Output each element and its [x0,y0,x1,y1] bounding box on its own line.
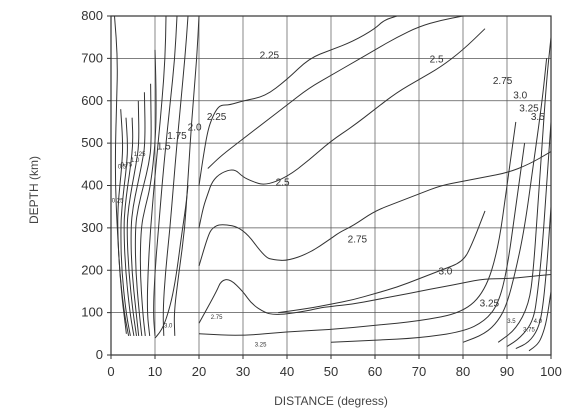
y-tick-label: 0 [96,347,103,362]
contour-lines [114,15,552,352]
contour-label: 0.25 [112,198,124,204]
contour-line [173,15,200,336]
contour-label: 2.75 [211,315,223,321]
x-tick-label: 100 [540,364,562,379]
contour-label: 3.0 [513,91,527,102]
contour-label: 2.75 [348,235,368,246]
contour-label: 2.75 [493,76,513,87]
contour-label: 3.0 [164,323,173,329]
contour-line [330,143,526,343]
contour-label: 0.75 [121,162,133,168]
contour-label: 0.5 [118,165,127,171]
contour-line [198,151,552,267]
contour-line [462,58,548,343]
x-axis-title: DISTANCE (degress) [274,394,388,408]
contour-line [207,15,464,169]
contour-line [130,92,146,336]
x-tick-label: 50 [324,364,338,379]
contour-label: 3.75 [523,328,535,334]
contour-label: 3.5 [531,112,545,123]
contour-labels: 2.25 2.52.753.03.253.52.252.01.751.51.251… [112,50,545,348]
contour-label: 1.75 [167,131,187,142]
contour-line [528,291,552,352]
y-tick-label: 600 [81,93,103,108]
contour-line [162,15,189,336]
contour-line [123,117,135,336]
contour-line [134,83,152,336]
x-tick-label: 90 [500,364,514,379]
y-axis-ticks: 0 100 200 300 400 500 600 700 800 [81,8,111,362]
contour-line [154,185,189,339]
contour-label: 3.25 [519,103,539,114]
contour-label: 2.5 [276,178,290,189]
x-tick-label: 40 [280,364,294,379]
contour-label: 2.25 [207,112,227,123]
y-tick-label: 200 [81,262,103,277]
y-tick-label: 100 [81,305,103,320]
contour-line [117,109,130,336]
contour-line [198,28,486,229]
y-tick-label: 300 [81,220,103,235]
contour-line [198,274,552,324]
x-tick-label: 60 [368,364,382,379]
contour-label: 2.0 [188,122,202,133]
contour-label: 2.25 [260,50,280,61]
contour-label: 2.5 [430,55,444,66]
contour-line [497,37,552,343]
x-tick-label: 20 [192,364,206,379]
contour-label: 3.25 [480,298,500,309]
contour-line [153,15,178,336]
contour-line [126,100,140,336]
x-tick-label: 10 [148,364,162,379]
y-axis-title: DEPTH (km) [27,156,41,224]
y-tick-label: 700 [81,50,103,65]
x-axis-ticks: 0 10 20 30 40 50 60 70 80 90 100 [107,355,562,379]
contour-line [120,117,131,336]
x-tick-label: 0 [107,364,114,379]
contour-line [506,121,552,347]
contour-line [139,49,157,336]
contour-line [198,121,517,336]
y-tick-label: 500 [81,135,103,150]
y-tick-label: 800 [81,8,103,23]
contour-line [278,210,486,314]
contour-label: 1.25 [134,152,146,158]
x-tick-label: 80 [456,364,470,379]
x-tick-label: 30 [236,364,250,379]
contour-label: 1.5 [157,141,171,152]
contour-label: 4.0 [534,319,543,325]
contour-line [198,15,398,186]
contour-label: 3.0 [438,266,452,277]
contour-label: 3.25 [255,343,267,349]
y-tick-label: 400 [81,178,103,193]
contour-line [146,15,167,336]
x-tick-label: 70 [412,364,426,379]
contour-line [515,206,552,350]
contour-label: 3.5 [507,319,516,325]
contour-label: 1.0 [131,158,140,164]
